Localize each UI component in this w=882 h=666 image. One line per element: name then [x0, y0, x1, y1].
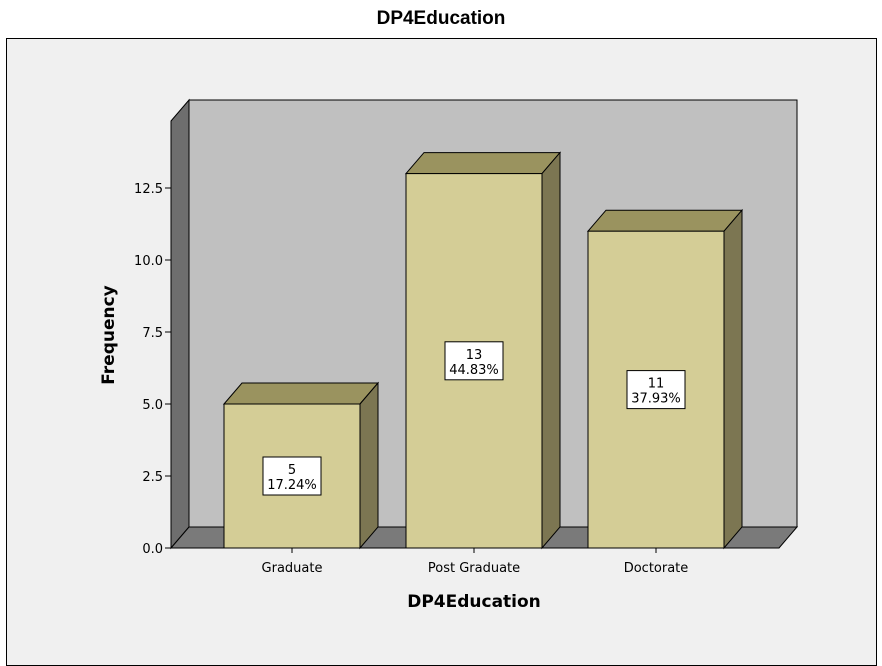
- bar-side: [359, 381, 379, 550]
- data-label-percent: 44.83%: [449, 363, 499, 378]
- data-label-percent: 17.24%: [267, 478, 317, 493]
- y-tick-label: 7.5: [142, 326, 163, 341]
- chart-title: DP4Education: [376, 8, 506, 29]
- bar-top: [586, 209, 744, 232]
- y-tick-label: 12.5: [134, 182, 163, 197]
- y-tick-label: 5.0: [142, 398, 163, 413]
- data-label-count: 13: [466, 348, 483, 363]
- data-label-percent: 37.93%: [631, 392, 681, 407]
- data-label-box: [444, 341, 504, 381]
- left-wall: [170, 98, 190, 550]
- x-axis-label: DP4Education: [407, 592, 541, 612]
- data-label-count: 5: [288, 463, 296, 478]
- y-tick-label: 2.5: [142, 470, 163, 485]
- y-tick-label: 0.0: [142, 542, 163, 557]
- bar-top: [222, 382, 380, 405]
- x-tick-label: Doctorate: [624, 561, 689, 576]
- x-tick-label: Post Graduate: [428, 561, 520, 576]
- data-label-box: [626, 370, 686, 410]
- bar-top: [404, 152, 562, 175]
- data-label-count: 11: [648, 377, 665, 392]
- y-axis-label: Frequency: [99, 285, 119, 385]
- bar-side: [723, 208, 743, 550]
- x-tick-label: Graduate: [262, 561, 323, 576]
- data-label-box: [262, 456, 322, 496]
- y-tick-label: 10.0: [134, 254, 163, 269]
- bar-side: [541, 151, 561, 550]
